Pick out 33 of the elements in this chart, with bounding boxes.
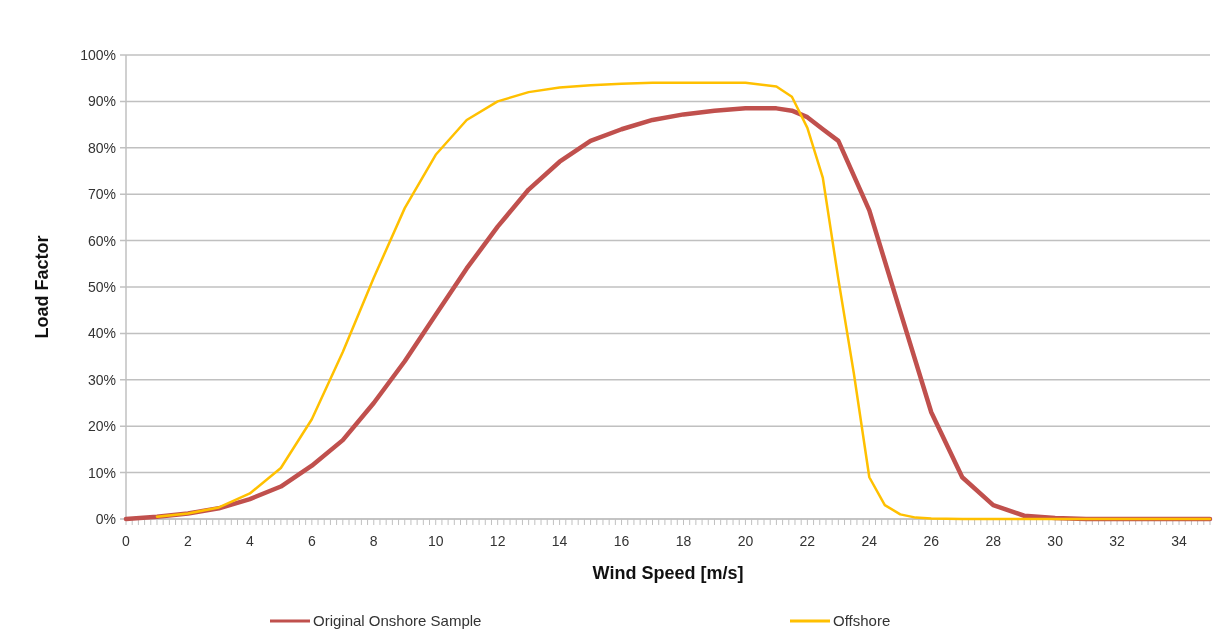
y-tick-label: 30%	[87, 371, 116, 388]
y-tick-label: 40%	[87, 325, 116, 342]
legend-label: Original Onshore Sample	[313, 612, 482, 630]
x-tick-label: 0	[122, 533, 131, 549]
y-tick-label: 50%	[87, 278, 116, 295]
y-tick-label: 100%	[80, 46, 116, 63]
y-tick-label: 90%	[87, 93, 116, 110]
legend-label: Offshore	[833, 612, 891, 630]
x-tick-label: 10	[427, 533, 444, 549]
x-tick-label: 28	[985, 533, 1002, 549]
y-tick-label: 20%	[87, 418, 116, 435]
x-tick-label: 32	[1109, 533, 1126, 549]
x-tick-label: 18	[675, 533, 692, 549]
y-tick-label: 80%	[87, 139, 116, 156]
x-tick-label: 4	[245, 533, 254, 549]
x-tick-label: 16	[613, 533, 630, 549]
x-tick-label: 22	[799, 533, 816, 549]
x-tick-label: 12	[489, 533, 506, 549]
x-tick-label: 14	[551, 533, 568, 549]
x-tick-label: 2	[184, 533, 193, 549]
x-tick-label: 34	[1171, 533, 1188, 549]
x-tick-label: 8	[369, 533, 378, 549]
x-tick-label: 24	[861, 533, 878, 549]
x-tick-label: 30	[1047, 533, 1064, 549]
y-tick-label: 0%	[95, 510, 116, 527]
y-tick-label: 60%	[87, 232, 116, 249]
y-axis-title: Load Factor	[32, 235, 52, 339]
x-tick-label: 6	[307, 533, 316, 549]
y-tick-label: 70%	[87, 186, 116, 203]
x-tick-label: 20	[737, 533, 754, 549]
x-axis-title: Wind Speed [m/s]	[592, 563, 744, 583]
x-tick-label: 26	[923, 533, 940, 549]
y-tick-label: 10%	[87, 464, 116, 481]
